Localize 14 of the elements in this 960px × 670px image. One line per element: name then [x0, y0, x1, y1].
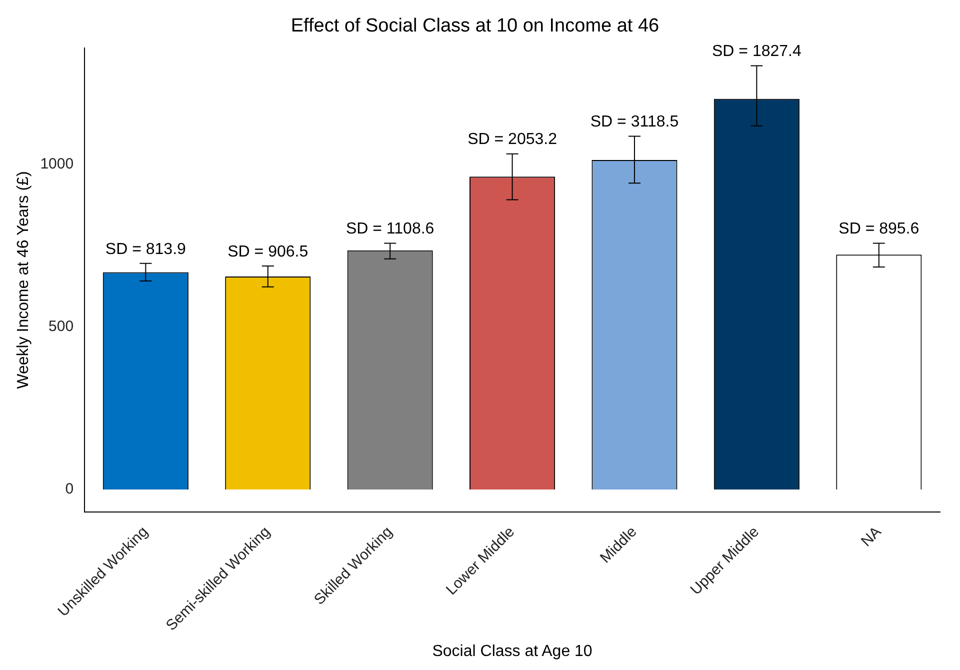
y-tick-label: 1000 — [40, 155, 74, 172]
y-axis-title: Weekly Income at 46 Years (£) — [15, 171, 32, 389]
chart-title: Effect of Social Class at 10 on Income at 46 — [290, 16, 660, 37]
annotation: SD = 3118.5 — [590, 114, 679, 131]
x-tick-label: NA — [858, 523, 885, 550]
annotation: SD = 1827.4 — [712, 43, 802, 60]
annotation: SD = 895.6 — [838, 220, 920, 238]
y-tick-label: 0 — [65, 480, 74, 498]
annotation: SD = 906.5 — [228, 243, 308, 260]
y-tick-label: 500 — [48, 318, 74, 335]
annotation: SD = 813.9 — [105, 240, 186, 258]
annotation: SD = 2053.2 — [468, 131, 558, 148]
annotation: SD = 1108.6 — [346, 220, 434, 238]
x-axis-title: Social Class at Age 10 — [432, 642, 592, 660]
